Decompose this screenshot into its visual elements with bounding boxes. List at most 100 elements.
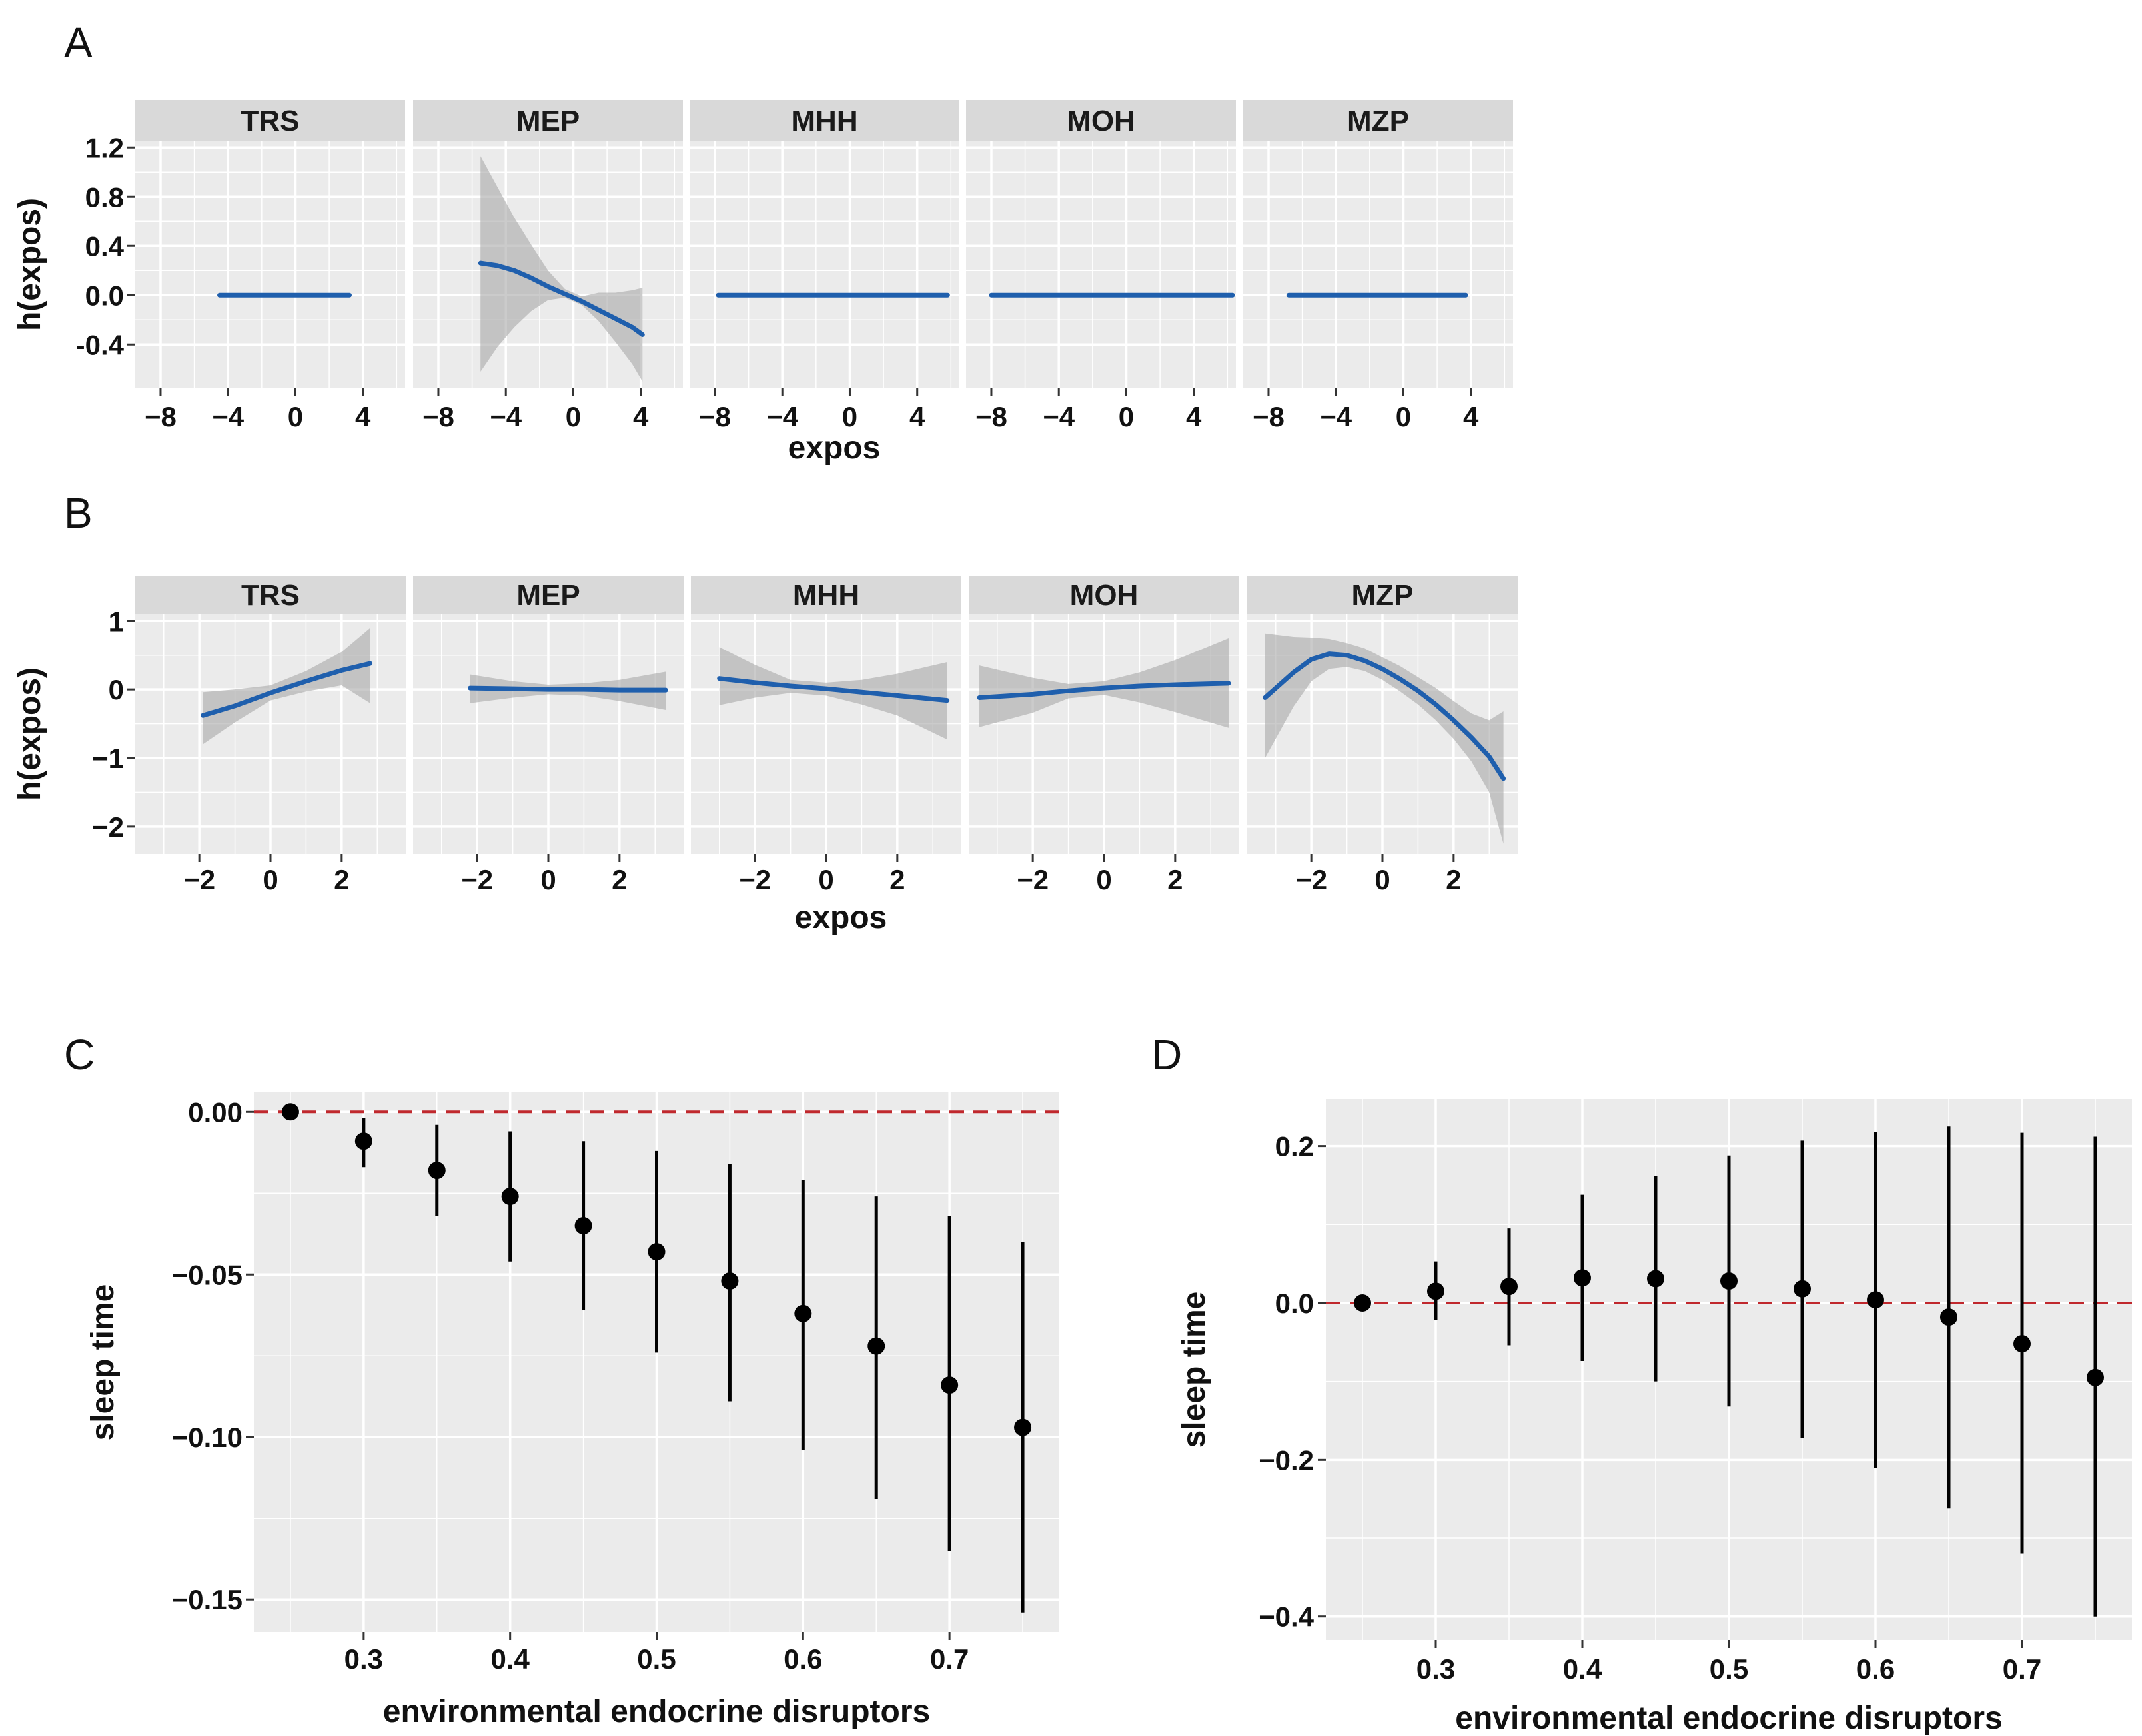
data-point	[1574, 1269, 1591, 1287]
facet-strip	[413, 100, 683, 141]
x-tick-label: 2	[889, 864, 905, 895]
facet-trs: TRS −2 0 2	[135, 576, 406, 895]
facet-strip	[413, 576, 684, 614]
facet-strip-label: TRS	[241, 105, 300, 137]
confidence-ribbon	[480, 156, 643, 382]
x-tick-label: −8	[975, 401, 1007, 432]
x-tick-label: 2	[1167, 864, 1183, 895]
exposure-response-line	[717, 676, 950, 703]
x-tick-label: 0	[1396, 401, 1411, 432]
x-tick-label: −8	[1253, 401, 1285, 432]
x-tick-label: −4	[490, 401, 522, 432]
facet-strip-label: MHH	[791, 105, 857, 137]
x-tick-label: 0.6	[784, 1643, 822, 1675]
y-tick-label: 1	[109, 606, 124, 637]
x-tick-label: 0.3	[1416, 1653, 1455, 1685]
facet-moh: MOH −2 0 2	[969, 576, 1239, 895]
confidence-ribbon	[1265, 633, 1504, 844]
facet-mhh: MHH −2 0 2	[691, 576, 961, 895]
y-tick-label: 0	[109, 674, 124, 705]
facet-strip-label: MOH	[1067, 105, 1135, 137]
x-tick-label: 0.5	[637, 1643, 676, 1675]
x-tick-label: 0	[566, 401, 581, 432]
x-tick-label: 0	[288, 401, 303, 432]
y-axis-title: h(expos)	[12, 667, 47, 801]
x-tick-label: 4	[909, 401, 925, 432]
data-point	[941, 1376, 959, 1394]
x-tick-label: 0.7	[2003, 1653, 2041, 1685]
x-tick-label: 0	[540, 864, 556, 895]
data-point	[1014, 1418, 1032, 1436]
data-point	[501, 1188, 519, 1206]
y-tick-label: −0.10	[172, 1422, 243, 1453]
y-tick-label: 0.2	[1275, 1131, 1314, 1162]
y-tick-label: 0.0	[1275, 1288, 1314, 1319]
x-tick-label: 2	[334, 864, 349, 895]
facet-strip-label: MOH	[1070, 579, 1139, 612]
data-point	[648, 1243, 666, 1261]
y-axis-title: h(expos)	[12, 198, 47, 331]
exposure-response-line	[1263, 651, 1506, 781]
facet-moh: MOH −8 −4 0 4	[966, 100, 1236, 432]
x-tick-label: 0.5	[1710, 1653, 1748, 1685]
confidence-ribbon	[719, 647, 947, 740]
panel-c-chart: 0.3 0.4 0.5 0.6 0.7 0.00 −0.05 −0.10 −0.15 enviro…	[85, 1092, 1059, 1729]
facet-strip	[135, 576, 406, 614]
facet-strip-label: MZP	[1347, 105, 1409, 137]
facet-strip	[966, 100, 1236, 141]
panel-b-chart: TRS −2 0 2 MEP −2 0 2 MHH −2 0 2 MOH −2 0 2 MZP −2 0 2 −2 −1 0…	[12, 576, 1518, 935]
data-point	[867, 1337, 885, 1355]
x-tick-label: 4	[633, 401, 649, 432]
facet-strip-label: TRS	[241, 579, 300, 612]
x-tick-label: 2	[1446, 864, 1461, 895]
x-axis-title: expos	[788, 430, 881, 466]
facet-plot-area	[1243, 141, 1513, 388]
x-axis-title: environmental endocrine disruptors	[383, 1694, 930, 1729]
panel-label-d: D	[1151, 1031, 1182, 1079]
x-axis-title: expos	[795, 900, 887, 935]
x-tick-label: −4	[212, 401, 245, 432]
facet-mep: MEP −8 −4 0 4	[413, 100, 683, 432]
x-tick-label: −2	[183, 864, 215, 895]
facet-strip-label: MZP	[1352, 579, 1414, 612]
y-tick-label: 0.00	[188, 1096, 243, 1128]
facet-strip	[135, 100, 405, 141]
x-tick-label: −4	[766, 401, 799, 432]
x-tick-label: −4	[1043, 401, 1075, 432]
y-tick-label: 0.4	[85, 230, 125, 262]
data-point	[1427, 1282, 1444, 1300]
x-tick-label: −4	[1320, 401, 1352, 432]
x-tick-label: 4	[1186, 401, 1202, 432]
facet-strip	[1247, 576, 1518, 614]
x-axis-title: environmental endocrine disruptors	[1455, 1701, 2002, 1736]
facet-strip	[969, 576, 1239, 614]
exposure-response-line	[467, 685, 668, 693]
facet-mzp: MZP −8 −4 0 4	[1243, 100, 1513, 432]
facet-mhh: MHH −8 −4 0 4	[690, 100, 959, 432]
data-point	[2087, 1368, 2104, 1386]
exposure-response-line	[977, 681, 1231, 700]
x-tick-label: 0	[1096, 864, 1111, 895]
exposure-response-line	[478, 260, 645, 337]
x-tick-label: 0.4	[490, 1643, 530, 1675]
x-tick-label: 0.7	[930, 1643, 969, 1675]
y-tick-label: −0.4	[1259, 1601, 1315, 1633]
x-tick-label: −2	[1017, 864, 1049, 895]
facet-strip-label: MEP	[516, 579, 580, 612]
panel-a-chart: TRS −8 −4 0 4 MEP −8 −4 0 4 MHH −8 −4 0 4 MOH −8 −4 0 4 MZP −…	[12, 100, 1513, 466]
y-tick-label: -0.4	[76, 329, 125, 360]
x-tick-label: −8	[699, 401, 731, 432]
x-tick-label: 4	[355, 401, 371, 432]
facet-strip	[1243, 100, 1513, 141]
x-tick-label: 0	[818, 864, 833, 895]
y-tick-label: −0.15	[172, 1584, 243, 1615]
x-tick-label: 2	[612, 864, 627, 895]
facet-plot-area	[690, 141, 959, 388]
panel-label-b: B	[64, 489, 93, 537]
x-tick-label: −2	[739, 864, 771, 895]
x-tick-label: 0	[1374, 864, 1390, 895]
panel-label-c: C	[64, 1031, 95, 1079]
data-point	[574, 1217, 592, 1235]
y-tick-label: −0.2	[1259, 1444, 1314, 1476]
y-tick-label: −2	[92, 811, 124, 843]
